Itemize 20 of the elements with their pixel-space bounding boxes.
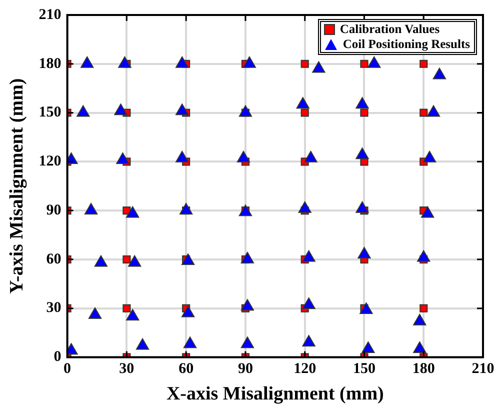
- x-axis-title: X-axis Misalignment (mm): [166, 384, 384, 405]
- x-tick-label: 60: [178, 361, 194, 378]
- y-tick-label: 0: [54, 349, 62, 366]
- x-tick-label: 30: [119, 361, 134, 378]
- y-tick-label: 30: [46, 300, 62, 316]
- x-tick-label: 150: [352, 361, 376, 378]
- x-tick-label: 120: [294, 361, 316, 378]
- y-axis-title: Y-axis Misalignment (mm): [6, 78, 28, 294]
- y-tick-label: 120: [38, 154, 62, 170]
- x-tick-label: 90: [238, 361, 253, 378]
- y-tick-label: 180: [38, 56, 62, 72]
- legend-label: Coil Positioning Results: [342, 37, 470, 52]
- y-tick-label: 90: [46, 202, 62, 218]
- y-tick-label: 210: [38, 6, 62, 23]
- y-tick-label: 150: [38, 104, 62, 121]
- legend-label: Calibration Values: [340, 22, 440, 37]
- x-tick-label: 180: [412, 361, 435, 378]
- x-tick-label: 0: [64, 361, 72, 378]
- y-tick-label: 60: [46, 251, 62, 268]
- x-tick-label: 210: [472, 361, 494, 378]
